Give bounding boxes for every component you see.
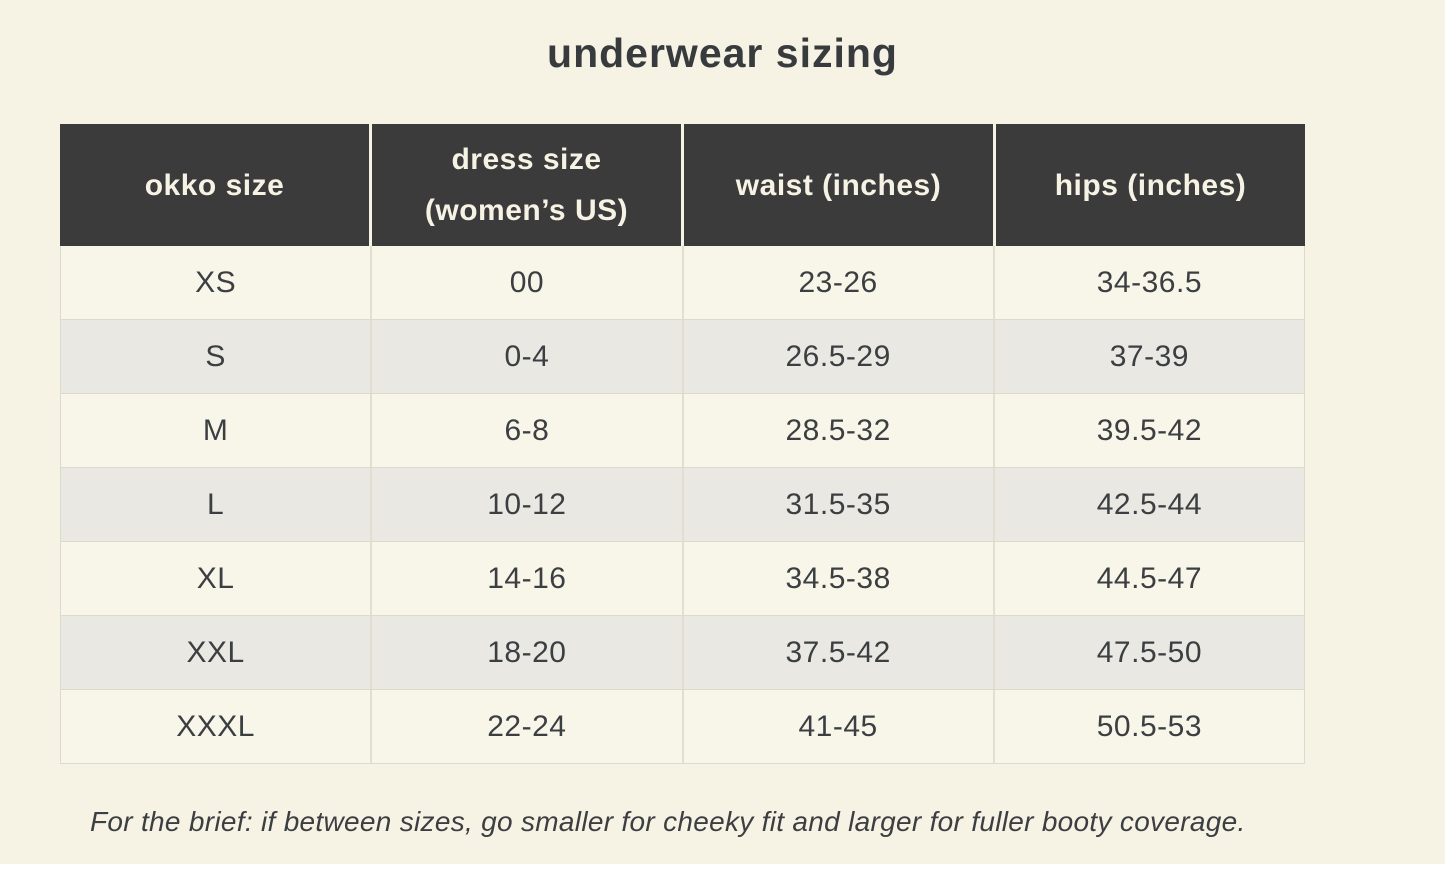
cell-size: XL xyxy=(196,561,235,595)
cell-waist: 37.5-42 xyxy=(681,616,993,689)
cell-hips: 39.5-42 xyxy=(992,394,1304,467)
cell-waist: 41-45 xyxy=(681,690,993,763)
table-row: XS 00 23-26 34-36.5 xyxy=(61,246,1304,319)
cell-hips: 47.5-50 xyxy=(992,616,1304,689)
table-row: S 0-4 26.5-29 37-39 xyxy=(61,319,1304,393)
cell-dress: 6-8 xyxy=(370,394,681,467)
cell-waist: 31.5-35 xyxy=(681,468,993,541)
cell-dress: 00 xyxy=(370,246,681,319)
cell-hips: 44.5-47 xyxy=(992,542,1304,615)
table-row: M 6-8 28.5-32 39.5-42 xyxy=(61,393,1304,467)
cell-size: XXXL xyxy=(176,709,255,743)
cell-waist: 23-26 xyxy=(681,246,993,319)
cell-size: XS xyxy=(195,265,237,299)
header-cell-okko-size: okko size xyxy=(144,168,285,202)
header-cell-hips: hips (inches) xyxy=(993,124,1305,246)
sizing-table: okko size dress size (women’s US) waist … xyxy=(60,124,1305,764)
cell-hips: 34-36.5 xyxy=(992,246,1304,319)
cell-size: L xyxy=(207,487,225,521)
cell-waist: 28.5-32 xyxy=(681,394,993,467)
cell-dress: 18-20 xyxy=(370,616,681,689)
table-header-row: okko size dress size (women’s US) waist … xyxy=(60,124,1305,246)
table-row: XXL 18-20 37.5-42 47.5-50 xyxy=(61,615,1304,689)
table-body: XS 00 23-26 34-36.5 S 0-4 26.5-29 37-39 … xyxy=(60,246,1305,764)
cell-waist: 34.5-38 xyxy=(681,542,993,615)
cell-waist: 26.5-29 xyxy=(681,320,993,393)
cell-size: M xyxy=(202,413,229,447)
cell-dress: 22-24 xyxy=(370,690,681,763)
cell-dress: 14-16 xyxy=(370,542,681,615)
cell-hips: 42.5-44 xyxy=(992,468,1304,541)
fit-footnote: For the brief: if between sizes, go smal… xyxy=(90,806,1246,837)
header-cell-dress-size: dress size (women’s US) xyxy=(369,124,681,246)
table-row: L 10-12 31.5-35 42.5-44 xyxy=(61,467,1304,541)
page-title: underwear sizing xyxy=(547,30,898,76)
table-row: XL 14-16 34.5-38 44.5-47 xyxy=(61,541,1304,615)
table-row: XXXL 22-24 41-45 50.5-53 xyxy=(61,689,1304,763)
cell-dress: 0-4 xyxy=(370,320,681,393)
header-cell-waist: waist (inches) xyxy=(681,124,993,246)
cell-dress: 10-12 xyxy=(370,468,681,541)
cell-size: S xyxy=(205,339,226,373)
cell-hips: 50.5-53 xyxy=(992,690,1304,763)
cell-hips: 37-39 xyxy=(992,320,1304,393)
cell-size: XXL xyxy=(186,635,245,669)
